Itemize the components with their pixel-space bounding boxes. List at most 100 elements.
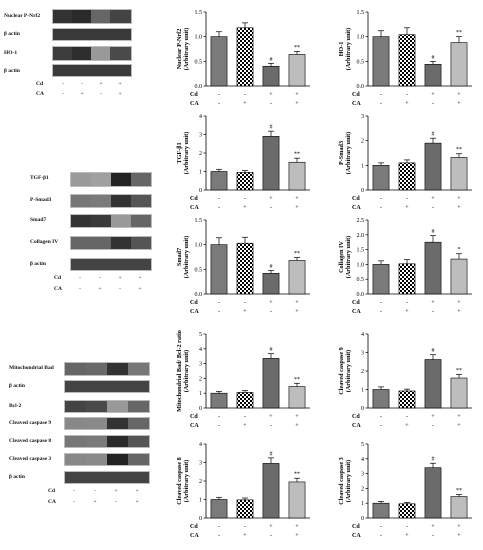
significance-mark: # bbox=[432, 132, 435, 138]
condition-label-cd: Cd bbox=[190, 92, 198, 98]
condition-sign: - bbox=[218, 414, 220, 420]
condition-sign: - bbox=[406, 414, 408, 420]
y-axis-label-line: (Arbitrary unit) bbox=[345, 460, 352, 502]
y-tick-label: 1.0 bbox=[357, 262, 365, 268]
y-tick-label: 0.5 bbox=[195, 267, 203, 273]
y-axis-label: HO-1(Arbitrary unit) bbox=[338, 28, 352, 70]
western-blot-strip bbox=[70, 172, 152, 187]
condition-sign: - bbox=[380, 423, 382, 429]
condition-sign: - bbox=[270, 101, 272, 107]
bar bbox=[424, 63, 442, 87]
y-tick-label: 1.5 bbox=[357, 248, 365, 254]
blot-label: Collagen IV bbox=[30, 239, 59, 245]
sign: + bbox=[135, 499, 139, 505]
y-axis-label: Cleaved caspase 8(Arbitrary unit) bbox=[176, 457, 190, 504]
y-tick-label: 1 bbox=[361, 501, 364, 507]
condition-label-ca: CA bbox=[352, 205, 361, 211]
sign: + bbox=[118, 81, 122, 87]
y-tick-label: 1.0 bbox=[195, 35, 203, 41]
y-tick-label: 5 bbox=[361, 442, 364, 448]
y-axis-label: Collagen IV(Arbitrary unit) bbox=[338, 236, 352, 278]
y-tick-label: 3 bbox=[361, 351, 364, 357]
bar bbox=[398, 390, 416, 409]
condition-sign: - bbox=[380, 205, 382, 211]
y-tick-label: 2 bbox=[199, 151, 202, 157]
blot-label: Nuclear P-Nrf2 bbox=[4, 13, 41, 19]
sign: - bbox=[62, 91, 64, 97]
y-tick-label: 4 bbox=[361, 332, 364, 338]
bar bbox=[424, 467, 442, 519]
blot-label: Cleaved caspase 9 bbox=[9, 420, 52, 426]
condition-label-ca: CA bbox=[352, 101, 361, 107]
condition-label-ca: CA bbox=[190, 101, 199, 107]
y-tick-label: 0 bbox=[361, 188, 364, 194]
sign: - bbox=[73, 488, 75, 494]
condition-sign: - bbox=[432, 533, 434, 539]
sign: + bbox=[98, 286, 102, 292]
y-tick-label: 1.5 bbox=[195, 218, 203, 224]
sign: - bbox=[79, 275, 81, 281]
significance-mark: # bbox=[432, 457, 435, 463]
significance-mark: # bbox=[432, 348, 435, 354]
sign: + bbox=[80, 91, 84, 97]
condition-sign: - bbox=[218, 423, 220, 429]
bar bbox=[398, 162, 416, 191]
condition-sign: - bbox=[406, 196, 408, 202]
condition-sign: + bbox=[457, 101, 461, 107]
condition-sign: - bbox=[218, 205, 220, 211]
condition-sign: - bbox=[244, 414, 246, 420]
condition-sign: + bbox=[457, 423, 461, 429]
sign: - bbox=[73, 499, 75, 505]
y-axis-label-line: Cleaved caspase 8 bbox=[176, 457, 183, 504]
bar bbox=[262, 65, 280, 87]
bar bbox=[288, 161, 306, 191]
condition-label-ca: CA bbox=[352, 423, 361, 429]
bar bbox=[236, 242, 254, 295]
y-tick-label: 2 bbox=[199, 376, 202, 382]
y-axis-label: Smad7(Arbitrary unit) bbox=[176, 236, 190, 278]
blot-label: β actin bbox=[9, 474, 25, 480]
condition-sign: - bbox=[432, 101, 434, 107]
condition-sign: + bbox=[457, 300, 461, 306]
condition-sign: + bbox=[295, 300, 299, 306]
condition-sign: - bbox=[432, 309, 434, 315]
bar bbox=[236, 392, 254, 409]
condition-sign: - bbox=[432, 205, 434, 211]
y-axis-label-line: (Arbitrary unit) bbox=[345, 236, 352, 278]
y-tick-label: 0.0 bbox=[195, 84, 203, 90]
blot-label: TGF-β1 bbox=[30, 175, 49, 181]
sign: - bbox=[100, 91, 102, 97]
y-axis-label-line: Collagen IV bbox=[338, 241, 345, 273]
y-axis-label: Cleaved caspase 9(Arbitrary unit) bbox=[338, 347, 352, 394]
y-axis-label: Mitochondrial Bad/ Bcl-2 ratio(Arbitrary… bbox=[176, 330, 190, 412]
condition-sign: - bbox=[270, 423, 272, 429]
western-blot-strip bbox=[64, 471, 150, 484]
y-tick-label: 1 bbox=[361, 388, 364, 394]
condition-sign: + bbox=[243, 101, 247, 107]
condition-sign: + bbox=[269, 414, 273, 420]
condition-sign: - bbox=[380, 196, 382, 202]
condition-sign: + bbox=[243, 205, 247, 211]
y-tick-label: 2.5 bbox=[357, 218, 365, 224]
y-axis-label-line: (Arbitrary unit) bbox=[183, 236, 190, 278]
condition-sign: + bbox=[431, 414, 435, 420]
significance-mark: ** bbox=[456, 368, 462, 374]
y-tick-label: 5 bbox=[199, 332, 202, 338]
significance-mark: # bbox=[270, 125, 273, 131]
western-blot-strip bbox=[64, 417, 150, 430]
condition-label-cd: Cd bbox=[36, 81, 44, 87]
bar bbox=[450, 496, 468, 519]
y-tick-label: 1 bbox=[361, 163, 364, 169]
significance-mark: # bbox=[270, 264, 273, 270]
condition-label-ca: CA bbox=[352, 309, 361, 315]
y-tick-label: 0 bbox=[199, 188, 202, 194]
y-tick-label: 0 bbox=[361, 406, 364, 412]
western-blot-strip bbox=[52, 64, 132, 77]
significance-mark: ** bbox=[456, 30, 462, 36]
blot-label: β actin bbox=[30, 261, 46, 267]
y-axis-label-line: HO-1 bbox=[338, 42, 345, 57]
y-tick-label: 0.5 bbox=[357, 277, 365, 283]
bar-chart: Cleaved caspase 9(Arbitrary unit) 0 1 2 3 4 - -… bbox=[338, 332, 472, 429]
condition-sign: - bbox=[432, 423, 434, 429]
y-tick-label: 3 bbox=[361, 472, 364, 478]
